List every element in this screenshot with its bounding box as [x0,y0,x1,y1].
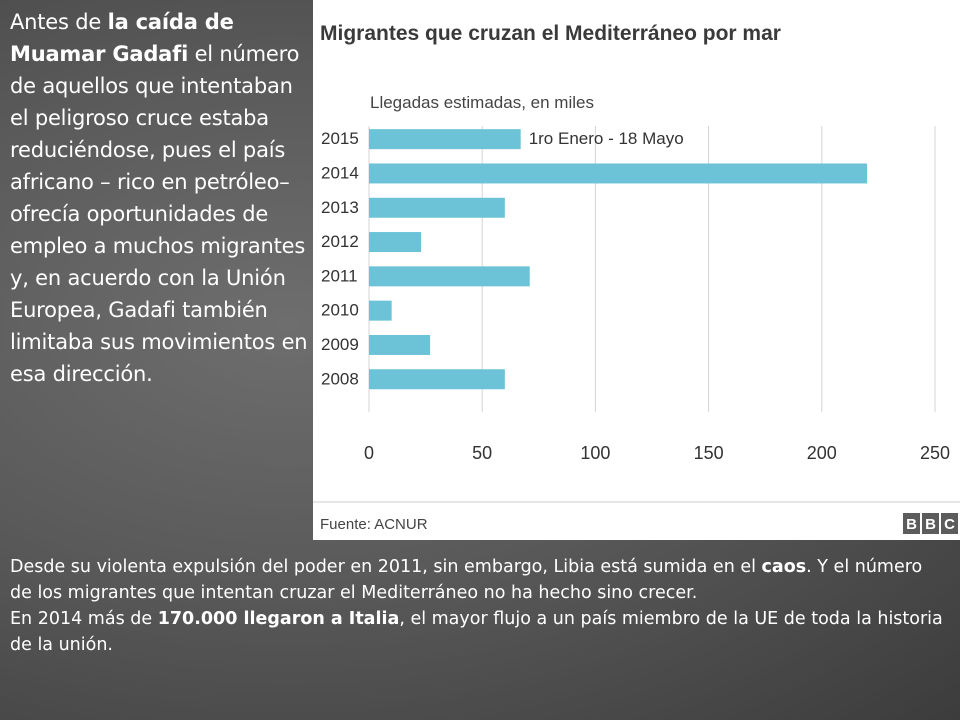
side-text-emphasis: la caída de Muamar Gadafi [10,10,234,66]
bottom-paragraphs: Desde su violenta expulsión del poder en… [10,554,945,658]
bar-2015 [369,129,521,150]
category-label: 2008 [321,369,359,388]
value-axis-labels: 0 50 100 150 200 250 [364,443,950,463]
chart-panel: Migrantes que cruzan el Mediterráneo por… [313,0,960,540]
side-text-rest: el número de aquellos que intentaban el … [10,42,308,386]
side-paragraph: Antes de la caída de Muamar Gadafi el nú… [10,6,310,390]
bottom-p1-start: Desde su violenta expulsión del poder en… [10,557,762,577]
bar-annotation: 1ro Enero - 18 Mayo [529,129,684,148]
side-text-start: Antes de [10,10,108,34]
bars: 1ro Enero - 18 Mayo [369,129,868,390]
bar-2012 [369,232,422,253]
bottom-p2-emphasis: 170.000 llegaron a Italia [157,609,400,629]
bottom-p2-start: En 2014 más de [10,609,158,629]
bar-2010 [369,300,392,321]
bbc-logo: B B C [903,513,958,534]
category-label: 2012 [321,232,359,251]
x-tick-label: 200 [807,443,837,463]
bar-chart: Migrantes que cruzan el Mediterráneo por… [313,22,960,534]
chart-title: Migrantes que cruzan el Mediterráneo por… [320,22,781,45]
bar-2011 [369,266,530,287]
bbc-logo-box-3 [941,513,958,534]
category-label: 2013 [321,198,359,217]
bbc-logo-box-2 [922,513,939,534]
x-tick-label: 150 [694,443,724,463]
bbc-logo-letter-1: B [906,516,917,533]
bbc-logo-letter-3: C [944,516,955,533]
bar-2008 [369,369,505,390]
source-note: Fuente: ACNUR [320,516,428,533]
category-label: 2011 [321,266,358,285]
category-labels: 2015 2014 2013 2012 2011 2010 2009 2008 [321,129,359,388]
bbc-logo-letter-2: B [925,516,936,533]
x-tick-label: 0 [364,443,374,463]
category-label: 2014 [321,163,359,182]
bottom-paragraph-1: Desde su violenta expulsión del poder en… [10,554,945,606]
category-label: 2009 [321,335,359,354]
chart-subtitle: Llegadas estimadas, en miles [370,93,594,112]
bar-2013 [369,197,505,218]
category-label: 2010 [321,301,359,320]
bar-2014 [369,163,868,184]
category-label: 2015 [321,129,359,148]
x-tick-label: 100 [580,443,610,463]
bar-2009 [369,334,431,355]
bottom-paragraph-2: En 2014 más de 170.000 llegaron a Italia… [10,606,945,658]
bbc-logo-box-1 [903,513,920,534]
bottom-p1-emphasis: caos [761,557,807,577]
x-tick-label: 50 [472,443,492,463]
bottom-p1-rest: . Y el número de los migrantes que inten… [10,557,923,603]
x-tick-label: 250 [920,443,950,463]
bottom-p2-rest: , el mayor flujo a un país miembro de la… [10,609,943,655]
